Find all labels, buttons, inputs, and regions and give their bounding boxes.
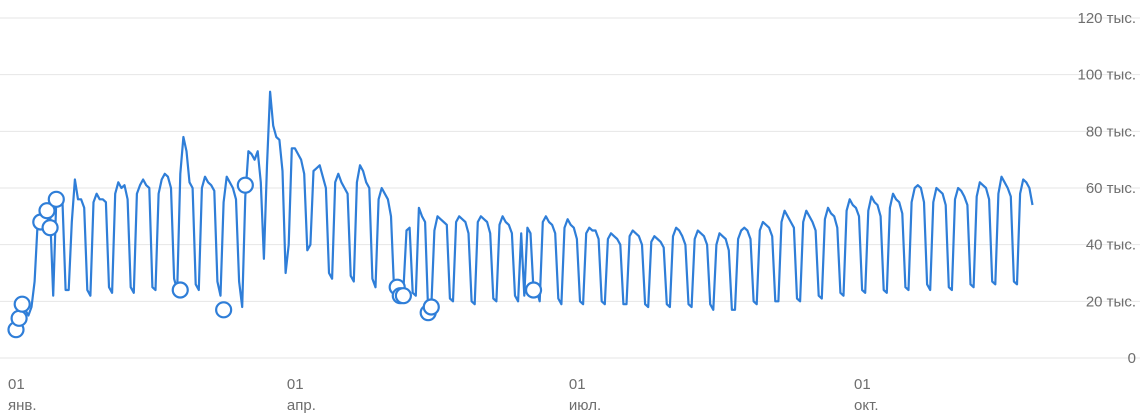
annotation-marker[interactable] [215, 301, 233, 319]
x-tick-day-label: 01 [287, 376, 304, 393]
y-tick-label: 40 тыс. [1086, 237, 1136, 254]
x-tick-day-label: 01 [8, 376, 25, 393]
series-line [14, 90, 1034, 330]
annotation-marker[interactable] [422, 298, 440, 316]
y-tick-label: 0 [1128, 350, 1136, 367]
x-tick-month-label: июл. [569, 397, 601, 414]
y-axis-ticks: 0 20 тыс. 40 тыс. 60 тыс. 80 тыс. 100 тыс. 120… [1077, 10, 1136, 367]
y-tick-label: 120 тыс. [1077, 10, 1136, 27]
x-axis-ticks: 01 янв. 01 апр. 01 июл. 01 окт. [8, 376, 879, 414]
y-tick-label: 60 тыс. [1086, 180, 1136, 197]
y-tick-label: 80 тыс. [1086, 123, 1136, 140]
annotation-marker[interactable] [38, 202, 56, 220]
gridlines [0, 17, 1140, 359]
x-tick-month-label: окт. [854, 397, 878, 414]
annotation-marker[interactable] [13, 295, 31, 313]
series-group [7, 90, 1034, 339]
annotation-marker[interactable] [41, 219, 59, 237]
annotation-marker[interactable] [10, 309, 28, 327]
annotation-marker[interactable] [394, 287, 412, 305]
x-tick-month-label: апр. [287, 397, 316, 414]
annotation-marker[interactable] [47, 190, 65, 208]
x-tick-day-label: 01 [569, 376, 586, 393]
x-tick-month-label: янв. [8, 397, 37, 414]
y-tick-label: 100 тыс. [1077, 67, 1136, 84]
annotation-marker[interactable] [524, 281, 543, 299]
y-tick-label: 20 тыс. [1086, 293, 1136, 310]
x-tick-day-label: 01 [854, 376, 871, 393]
annotation-marker[interactable] [171, 281, 189, 299]
annotation-marker[interactable] [236, 176, 254, 194]
